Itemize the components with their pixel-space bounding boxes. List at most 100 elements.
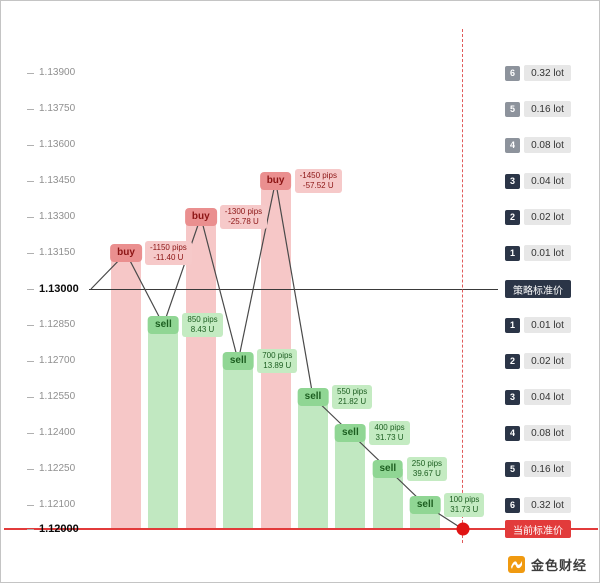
lot-size: 0.08 lot xyxy=(524,137,571,153)
level-number: 6 xyxy=(505,65,520,81)
buy-badge: buy xyxy=(259,172,292,190)
axis-tick xyxy=(27,144,34,146)
sell-badge: sell xyxy=(409,496,441,514)
axis-tick xyxy=(27,216,34,218)
lot-size: 0.32 lot xyxy=(524,497,571,513)
level-number: 1 xyxy=(505,317,520,333)
lot-size: 0.01 lot xyxy=(524,317,571,333)
y-axis-label: 1.12000 xyxy=(39,523,79,535)
strategy-price-line xyxy=(89,288,498,290)
lot-size: 0.01 lot xyxy=(524,245,571,261)
pips-text: 100 pips xyxy=(449,495,480,504)
axis-tick xyxy=(27,528,34,530)
strategy-price-badge: 策略标准价 xyxy=(505,280,571,298)
y-axis-label: 1.12250 xyxy=(39,463,76,474)
profit-text: -11.40 U xyxy=(153,253,184,262)
lot-size: 0.16 lot xyxy=(524,461,571,477)
buy-annotation: -1150 pips -11.40 U xyxy=(145,241,192,265)
buy-badge: buy xyxy=(184,208,217,226)
pips-text: 550 pips xyxy=(337,387,368,396)
profit-text: 21.82 U xyxy=(338,397,367,406)
axis-tick xyxy=(27,180,34,182)
lot-size: 0.04 lot xyxy=(524,173,571,189)
sell-position-bar xyxy=(148,325,179,529)
sell-position-bar xyxy=(335,433,366,529)
sell-badge: sell xyxy=(222,352,254,370)
y-axis-label: 1.13150 xyxy=(39,247,76,258)
current-price-dot xyxy=(456,522,470,536)
buy-badge: buy xyxy=(110,244,142,262)
lot-size: 0.32 lot xyxy=(524,65,571,81)
level-number: 1 xyxy=(505,245,520,261)
lot-size: 0.02 lot xyxy=(524,353,571,369)
axis-tick xyxy=(27,252,34,254)
profit-text: -25.78 U xyxy=(228,217,259,226)
axis-tick xyxy=(27,432,34,434)
profit-text: 31.73 U xyxy=(375,433,404,442)
sell-annotation: 100 pips 31.73 U xyxy=(444,493,485,517)
sell-badge: sell xyxy=(297,388,329,406)
sell-position-bar xyxy=(298,397,328,529)
current-price-badge: 当前标准价 xyxy=(505,520,571,538)
y-axis-label: 1.13450 xyxy=(39,175,76,186)
lot-size: 0.04 lot xyxy=(524,389,571,405)
current-position-dashline xyxy=(462,29,464,543)
profit-text: 13.89 U xyxy=(263,361,292,370)
sell-annotation: 550 pips 21.82 U xyxy=(332,385,373,409)
y-axis-label: 1.12550 xyxy=(39,391,76,402)
sell-position-bar xyxy=(223,361,254,529)
watermark: 金色财经 xyxy=(507,555,587,574)
buy-position-bar xyxy=(111,253,141,529)
watermark-text: 金色财经 xyxy=(530,558,587,573)
axis-tick xyxy=(27,468,34,470)
buy-annotation: -1300 pips -25.78 U xyxy=(219,205,268,229)
pips-text: -1300 pips xyxy=(224,207,263,216)
sell-annotation: 700 pips 13.89 U xyxy=(257,349,298,373)
axis-tick xyxy=(27,396,34,398)
level-number: 3 xyxy=(505,389,520,405)
profit-text: -57.52 U xyxy=(302,181,334,190)
buy-position-bar xyxy=(185,217,216,529)
buy-annotation: -1450 pips -57.52 U xyxy=(294,169,342,193)
lot-size: 0.02 lot xyxy=(524,209,571,225)
y-axis-label: 1.13600 xyxy=(39,139,76,150)
level-number: 6 xyxy=(505,497,520,513)
level-number: 3 xyxy=(505,173,520,189)
sell-badge: sell xyxy=(335,424,366,442)
y-axis-label: 1.13750 xyxy=(39,103,76,114)
profit-text: 8.43 U xyxy=(190,325,215,334)
y-axis-label: 1.12100 xyxy=(39,499,76,510)
pips-text: 250 pips xyxy=(411,459,443,468)
level-number: 4 xyxy=(505,137,520,153)
y-axis-label: 1.13900 xyxy=(39,67,76,78)
axis-tick xyxy=(27,504,34,506)
level-number: 5 xyxy=(505,101,520,117)
level-number: 4 xyxy=(505,425,520,441)
sell-badge: sell xyxy=(372,460,404,478)
sell-annotation: 850 pips 8.43 U xyxy=(182,313,223,337)
axis-tick xyxy=(27,324,34,326)
pips-text: 850 pips xyxy=(187,315,218,324)
profit-text: 39.67 U xyxy=(412,469,441,478)
level-number: 2 xyxy=(505,209,520,225)
level-number: 2 xyxy=(505,353,520,369)
level-number: 5 xyxy=(505,461,520,477)
lot-size: 0.08 lot xyxy=(524,425,571,441)
current-price-line xyxy=(4,528,598,530)
axis-tick xyxy=(27,72,34,74)
pips-text: -1450 pips xyxy=(299,171,337,180)
sell-badge: sell xyxy=(148,316,179,334)
axis-tick xyxy=(27,108,34,110)
sell-annotation: 250 pips 39.67 U xyxy=(406,457,448,481)
axis-tick xyxy=(27,360,34,362)
y-axis-label: 1.12400 xyxy=(39,427,76,438)
profit-text: 31.73 U xyxy=(450,505,479,514)
y-axis-label: 1.12850 xyxy=(39,319,76,330)
axis-tick xyxy=(27,288,34,290)
jinse-logo-icon xyxy=(507,556,525,573)
